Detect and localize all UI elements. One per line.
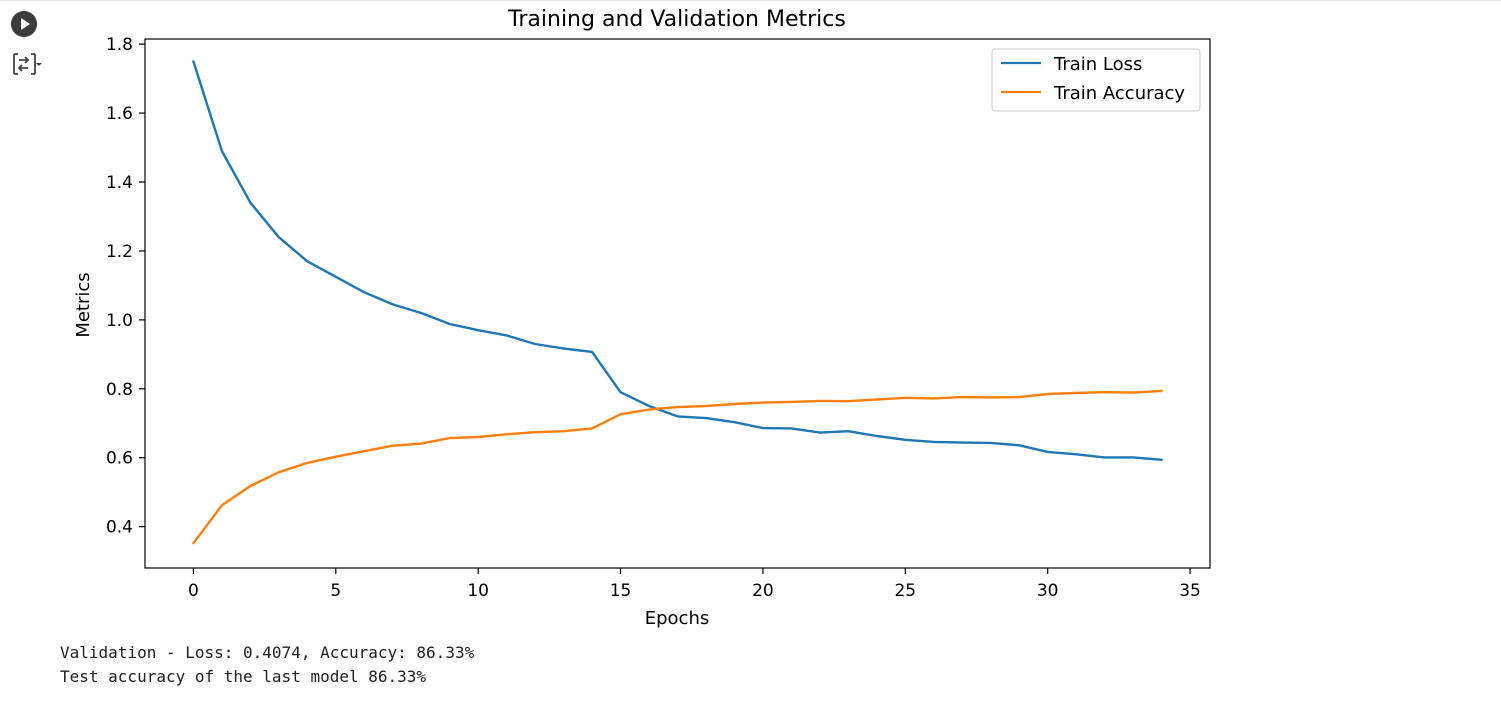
- y-tick-label: 1.2: [106, 242, 133, 262]
- validation-output-line: Validation - Loss: 0.4074, Accuracy: 86.…: [60, 643, 475, 662]
- x-tick-label: 15: [610, 581, 632, 601]
- legend-box: [991, 48, 1201, 112]
- x-axis-label: Epochs: [645, 608, 710, 629]
- x-tick-label: 25: [894, 581, 916, 601]
- test-accuracy-output-line: Test accuracy of the last model 86.33%: [60, 667, 427, 686]
- run-cell-button[interactable]: [10, 10, 38, 38]
- legend-label-train-accuracy: Train Accuracy: [1053, 83, 1185, 104]
- y-axis-ticks: 0.4 0.6 0.8 1.0 1.2 1.4 1.6 1.8: [106, 35, 145, 538]
- series-lines: [192, 60, 1163, 545]
- y-tick-label: 1.4: [106, 173, 133, 193]
- cell-output: Validation - Loss: 0.4074, Accuracy: 86.…: [60, 641, 474, 689]
- y-tick-label: 0.6: [106, 449, 133, 469]
- plot-frame: [144, 38, 1211, 569]
- x-tick-label: 30: [1037, 581, 1059, 601]
- x-axis-ticks: 0 5 10 15 20 25 30 35: [188, 568, 1201, 601]
- y-tick-label: 0.4: [106, 518, 133, 538]
- legend-label-train-loss: Train Loss: [1053, 54, 1142, 75]
- metrics-chart: Training and Validation Metrics 0 5 10 15 20…: [73, 7, 1211, 629]
- train-loss-line: [192, 60, 1163, 461]
- y-tick-label: 1.0: [106, 311, 133, 331]
- x-tick-label: 35: [1179, 581, 1201, 601]
- x-tick-label: 20: [752, 581, 774, 601]
- train-accuracy-line: [192, 389, 1163, 545]
- cell-top-border: [0, 0, 1501, 1]
- x-tick-label: 10: [467, 581, 489, 601]
- y-tick-label: 1.6: [106, 104, 133, 124]
- x-tick-label: 5: [330, 581, 341, 601]
- y-tick-label: 1.8: [106, 35, 133, 55]
- y-tick-label: 0.8: [106, 380, 133, 400]
- output-toggle-icon: [13, 53, 42, 75]
- play-circle-icon: [11, 11, 37, 37]
- chart-title: Training and Validation Metrics: [507, 7, 846, 32]
- legend: Train Loss Train Accuracy: [991, 48, 1201, 112]
- y-axis-label: Metrics: [73, 272, 94, 337]
- x-tick-label: 0: [188, 581, 199, 601]
- output-toggle-button[interactable]: [12, 52, 42, 76]
